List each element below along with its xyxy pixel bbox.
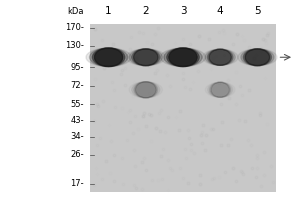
Ellipse shape (209, 49, 231, 65)
Text: 130-: 130- (65, 41, 84, 50)
Ellipse shape (126, 49, 165, 66)
Ellipse shape (243, 49, 272, 66)
FancyBboxPatch shape (90, 24, 276, 192)
Ellipse shape (241, 49, 274, 66)
Ellipse shape (208, 82, 233, 97)
Ellipse shape (164, 48, 202, 66)
Ellipse shape (94, 48, 123, 66)
Ellipse shape (135, 82, 156, 98)
Ellipse shape (160, 48, 206, 66)
Ellipse shape (169, 48, 197, 66)
Ellipse shape (86, 48, 131, 66)
Ellipse shape (129, 49, 162, 66)
Ellipse shape (245, 49, 270, 66)
Ellipse shape (89, 48, 128, 66)
Text: 17-: 17- (70, 179, 84, 188)
Ellipse shape (132, 49, 160, 66)
Ellipse shape (202, 49, 238, 65)
Text: 95-: 95- (70, 63, 84, 72)
Ellipse shape (209, 82, 231, 97)
Ellipse shape (92, 48, 125, 66)
Text: 26-: 26- (70, 150, 84, 159)
Text: 5: 5 (254, 6, 261, 16)
Text: 43-: 43- (70, 116, 84, 125)
Text: 1: 1 (105, 6, 112, 16)
Ellipse shape (211, 82, 230, 97)
Ellipse shape (134, 49, 158, 66)
Text: 3: 3 (180, 6, 186, 16)
Ellipse shape (134, 82, 158, 98)
Ellipse shape (207, 49, 233, 65)
Text: 34-: 34- (70, 132, 84, 141)
Text: 72-: 72- (70, 81, 84, 90)
Text: 170-: 170- (65, 23, 84, 32)
Ellipse shape (205, 49, 235, 65)
Ellipse shape (238, 49, 277, 66)
Ellipse shape (132, 82, 160, 98)
Text: 55-: 55- (70, 100, 84, 109)
Ellipse shape (167, 48, 199, 66)
Text: 4: 4 (217, 6, 224, 16)
Text: kDa: kDa (68, 7, 84, 16)
Text: 2: 2 (142, 6, 149, 16)
